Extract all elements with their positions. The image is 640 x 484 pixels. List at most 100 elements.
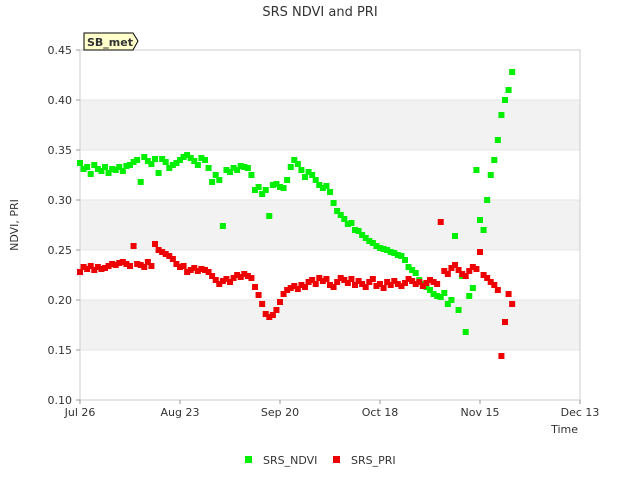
srs-pri-point [91, 267, 98, 273]
grid-bands [80, 49, 580, 401]
srs-pri-point [223, 276, 230, 282]
badge-shape [83, 32, 139, 51]
srs-ndvi-point [505, 87, 512, 93]
srs-ndvi-point [127, 162, 133, 168]
srs-ndvi-point [205, 165, 212, 171]
y-tick-label: 0.30 [48, 194, 73, 207]
srs-pri-point [255, 292, 262, 298]
srs-pri-point [212, 277, 219, 283]
srs-ndvi-point [434, 293, 441, 299]
srs-pri-point [419, 283, 426, 289]
y-tick-label: 0.40 [48, 94, 73, 107]
srs-ndvi-point [305, 169, 312, 175]
srs-pri-point [227, 279, 233, 285]
srs-ndvi-point [402, 257, 408, 263]
srs-ndvi-point [94, 166, 101, 172]
srs-pri-point [287, 285, 294, 291]
srs-pri-point [452, 262, 458, 268]
srs-ndvi-point [398, 253, 405, 259]
srs-pri-point [480, 272, 487, 278]
x-tick-label: Dec 13 [561, 406, 600, 419]
srs-ndvi-point [427, 287, 433, 293]
srs-ndvi-point [102, 164, 108, 170]
srs-pri-point [173, 261, 180, 267]
y-tick-label: 0.10 [48, 394, 73, 407]
srs-ndvi-point [212, 172, 219, 178]
srs-ndvi-point [394, 252, 401, 258]
srs-pri-point [148, 263, 155, 269]
srs-pri-point [398, 283, 405, 289]
srs-ndvi-point [112, 167, 119, 173]
srs-ndvi-point [237, 163, 244, 169]
srs-pri-point [462, 273, 469, 279]
srs-ndvi-point [105, 170, 112, 176]
srs-pri-point [105, 263, 112, 269]
srs-ndvi-point [369, 240, 376, 246]
srs-pri-point [502, 319, 508, 325]
srs-pri-point [437, 219, 444, 225]
srs-pri-point [327, 282, 333, 288]
srs-ndvi-point [159, 156, 166, 162]
srs-ndvi-point [244, 165, 251, 171]
srs-pri-point [159, 249, 166, 255]
badge-label: SB_met [87, 36, 133, 49]
srs-pri-point [448, 265, 455, 271]
srs-pri-point [184, 269, 191, 275]
srs-pri-point [177, 264, 183, 270]
srs-ndvi-point [412, 270, 419, 276]
srs-ndvi-point [137, 179, 144, 185]
legend: SRS_NDVI SRS_PRI [245, 454, 396, 467]
srs-pri-point [130, 243, 137, 249]
srs-pri-point [127, 263, 133, 269]
x-axis-ticks: Jul 26 Aug 23 Sep 20 Oct 18 Nov 15 Dec 13 [64, 400, 600, 419]
srs-pri-point [402, 280, 408, 286]
srs-ndvi-point [455, 307, 462, 313]
srs-pri-point [505, 291, 512, 297]
srs-pri-point [241, 271, 248, 277]
srs-ndvi-point [494, 137, 501, 143]
chart-title: SRS NDVI and PRI [262, 5, 377, 20]
srs-pri-point [466, 268, 473, 274]
srs-ndvi-point [348, 220, 355, 226]
grid-band [80, 300, 580, 350]
srs-pri-point [377, 281, 383, 287]
srs-pri-point [152, 241, 158, 247]
srs-ndvi-point [248, 172, 255, 178]
srs-ndvi-point [134, 157, 141, 163]
srs-ndvi-point [430, 291, 437, 297]
legend-label-srs-pri: SRS_PRI [351, 454, 396, 467]
srs-pri-point [134, 261, 141, 267]
srs-pri-point [259, 301, 266, 307]
srs-ndvi-point [80, 166, 87, 172]
srs-pri-point [162, 251, 169, 257]
srs-ndvi-point [319, 185, 326, 191]
srs-ndvi-point [323, 183, 330, 189]
srs-ndvi-point [141, 154, 148, 160]
srs-pri-point [405, 276, 412, 282]
srs-pri-point [341, 277, 348, 283]
legend-swatch-srs-ndvi [245, 456, 252, 463]
srs-ndvi-point [409, 267, 416, 273]
srs-pri-point [269, 312, 276, 318]
srs-ndvi-point [241, 164, 248, 170]
srs-ndvi-point [177, 157, 183, 163]
srs-ndvi-point [280, 185, 287, 191]
srs-pri-point [191, 265, 198, 271]
srs-ndvi-point [380, 246, 387, 252]
srs-pri-point [384, 279, 391, 285]
srs-ndvi-point [216, 177, 223, 183]
srs-ndvi-point [252, 187, 258, 193]
srs-ndvi-point [444, 301, 451, 307]
srs-pri-point [394, 281, 401, 287]
srs-ndvi-point [405, 264, 412, 270]
srs-ndvi-point [391, 250, 398, 256]
srs-pri-point [423, 280, 430, 286]
srs-ndvi-point [384, 247, 391, 253]
srs-ndvi-point [330, 200, 337, 206]
srs-pri-point [102, 265, 108, 271]
srs-pri-point [180, 263, 187, 269]
srs-ndvi-point [334, 208, 341, 214]
srs-pri-point [94, 264, 101, 270]
srs-pri-point [484, 275, 491, 281]
srs-pri-point [444, 271, 451, 277]
